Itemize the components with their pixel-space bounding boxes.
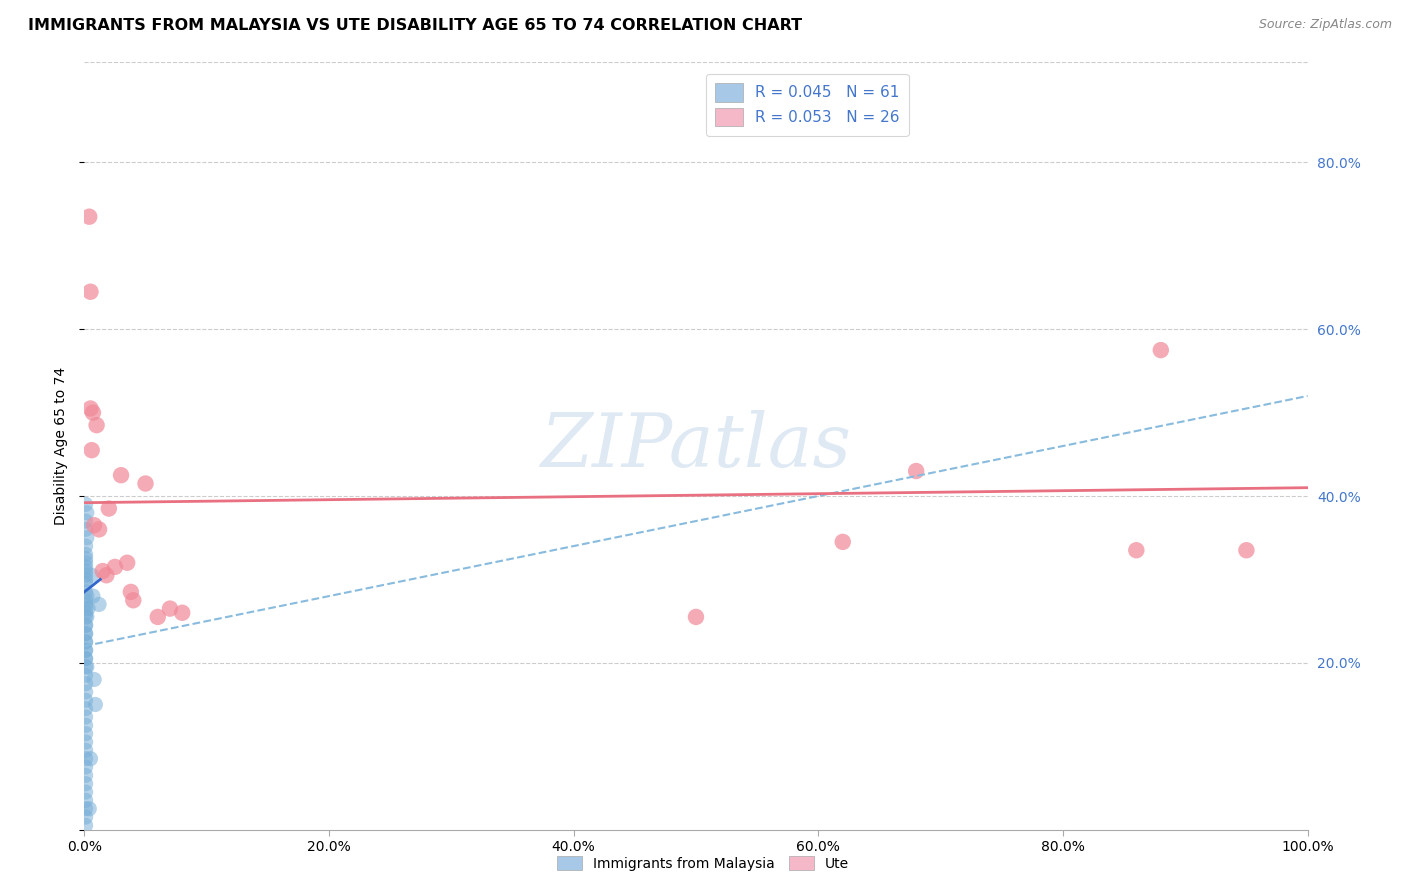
Point [75, 676, 97, 690]
Point [75, 635, 97, 649]
Point [82, 589, 104, 603]
Point [75, 568, 97, 582]
Point [75, 710, 97, 724]
Point [104, 560, 127, 574]
Text: IMMIGRANTS FROM MALAYSIA VS UTE DISABILITY AGE 65 TO 74 CORRELATION CHART: IMMIGRANTS FROM MALAYSIA VS UTE DISABILI… [28, 18, 803, 33]
Point [76, 660, 98, 674]
Point [75, 551, 97, 566]
Point [80, 568, 103, 582]
Legend: R = 0.045   N = 61, R = 0.053   N = 26: R = 0.045 N = 61, R = 0.053 N = 26 [706, 74, 908, 136]
Point [76, 589, 98, 603]
Point [75, 548, 97, 562]
Point [159, 601, 181, 615]
Point [80, 443, 103, 458]
Point [75, 618, 97, 632]
Point [75, 810, 97, 824]
Point [86, 418, 108, 433]
Point [75, 660, 97, 674]
Point [75, 777, 97, 791]
Point [75, 668, 97, 682]
Point [75, 610, 97, 624]
Point [75, 643, 97, 657]
Point [75, 560, 97, 574]
Point [75, 635, 97, 649]
Point [79, 285, 101, 299]
Point [75, 598, 97, 612]
Point [79, 401, 101, 416]
Text: ZIPatlas: ZIPatlas [540, 409, 852, 483]
Point [1236, 543, 1258, 558]
Point [75, 539, 97, 553]
Point [1150, 343, 1173, 358]
Point [1125, 543, 1147, 558]
Point [75, 514, 97, 528]
Point [76, 531, 98, 545]
Point [120, 585, 142, 599]
Point [75, 693, 97, 707]
Point [75, 793, 97, 807]
Point [685, 610, 707, 624]
Point [75, 576, 97, 591]
Point [146, 610, 169, 624]
Point [82, 406, 104, 420]
Point [75, 626, 97, 640]
Point [75, 643, 97, 657]
Point [75, 564, 97, 578]
Point [75, 743, 97, 757]
Point [75, 818, 97, 832]
Y-axis label: Disability Age 65 to 74: Disability Age 65 to 74 [55, 367, 69, 525]
Point [75, 685, 97, 699]
Point [96, 568, 118, 582]
Point [75, 497, 97, 511]
Point [83, 518, 105, 533]
Point [75, 802, 97, 816]
Point [75, 522, 97, 536]
Point [75, 556, 97, 570]
Point [75, 651, 97, 665]
Point [75, 651, 97, 665]
Point [75, 593, 97, 607]
Point [75, 718, 97, 732]
Point [97, 501, 120, 516]
Point [87, 522, 110, 536]
Point [75, 726, 97, 740]
Text: Source: ZipAtlas.com: Source: ZipAtlas.com [1258, 18, 1392, 31]
Point [79, 752, 101, 766]
Point [135, 476, 157, 491]
Point [87, 598, 110, 612]
Point [75, 618, 97, 632]
Point [75, 606, 97, 620]
Point [905, 464, 928, 478]
Point [75, 768, 97, 782]
Point [76, 610, 98, 624]
Point [75, 601, 97, 615]
Point [76, 506, 98, 520]
Point [75, 585, 97, 599]
Point [115, 556, 138, 570]
Point [77, 601, 100, 615]
Point [75, 573, 97, 587]
Point [75, 752, 97, 766]
Point [91, 564, 114, 578]
Point [75, 735, 97, 749]
Point [122, 593, 145, 607]
Point [83, 673, 105, 687]
Point [84, 698, 107, 712]
Point [75, 785, 97, 799]
Point [75, 760, 97, 774]
Legend: Immigrants from Malaysia, Ute: Immigrants from Malaysia, Ute [551, 850, 855, 876]
Point [172, 606, 194, 620]
Point [75, 626, 97, 640]
Point [75, 701, 97, 715]
Point [77, 802, 100, 816]
Point [77, 210, 100, 224]
Point [831, 535, 853, 549]
Point [110, 468, 132, 483]
